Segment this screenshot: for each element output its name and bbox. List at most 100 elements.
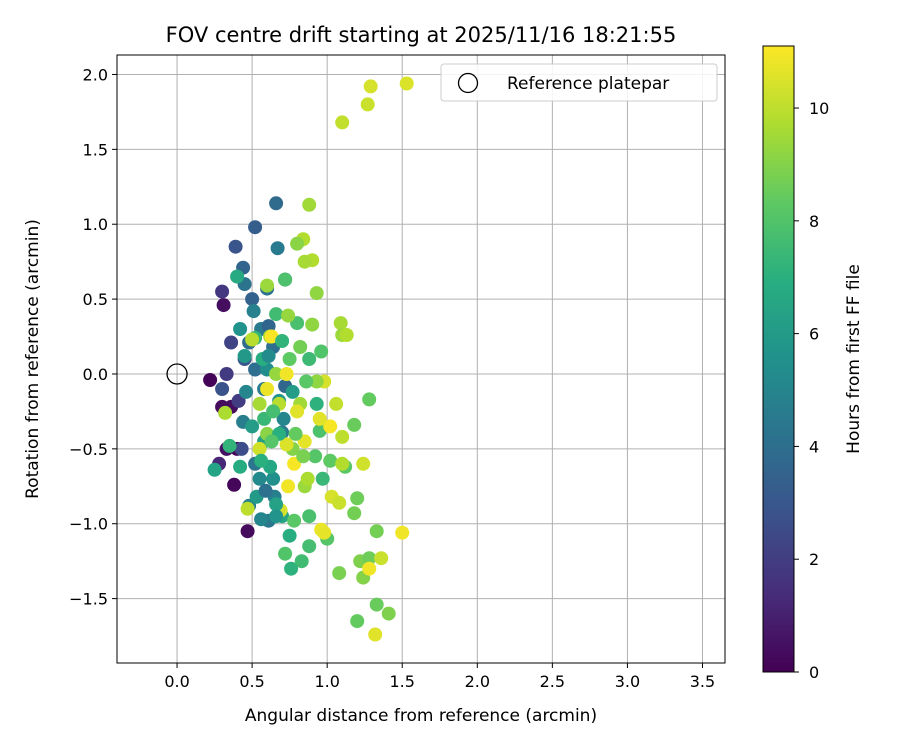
data-point (215, 382, 230, 396)
colorbar-tick-label: 4 (809, 437, 819, 456)
data-point (308, 449, 323, 464)
data-point (246, 304, 261, 319)
data-point (347, 506, 362, 521)
data-point (252, 396, 267, 411)
data-point (269, 367, 284, 381)
data-point (285, 384, 300, 399)
data-point (219, 367, 234, 381)
colorbar-tick-label: 8 (809, 212, 819, 231)
data-point (270, 241, 285, 256)
legend-entry-reference: Reference platepar (507, 74, 669, 94)
colorbar-tick-label: 10 (809, 99, 829, 118)
data-point (335, 456, 350, 471)
data-point (276, 411, 291, 426)
data-point (335, 429, 350, 444)
colorbar-tick-label: 6 (809, 325, 819, 344)
data-point (224, 335, 239, 350)
data-point (362, 561, 377, 576)
data-point (290, 404, 305, 419)
data-point (252, 441, 267, 456)
data-point (279, 367, 294, 381)
colorbar-gradient (762, 45, 795, 673)
data-point (293, 340, 308, 354)
data-point (239, 384, 254, 399)
data-point (248, 362, 263, 377)
x-tick-label: 0.0 (164, 672, 189, 691)
data-point (282, 528, 297, 543)
data-point (240, 524, 255, 539)
chart-title: FOV centre drift starting at 2025/11/16 … (166, 23, 677, 47)
y-axis-label: Rotation from reference (arcmin) (23, 219, 43, 499)
data-point (269, 497, 284, 512)
data-point (233, 459, 248, 474)
data-point (203, 373, 218, 387)
data-point (302, 197, 317, 212)
x-tick-label: 1.5 (390, 672, 415, 691)
y-axis-ticks: −1.5 −1.0 −0.5 0.0 0.5 1.0 1.5 2.0 (69, 65, 117, 609)
data-point (278, 272, 293, 287)
data-point (260, 278, 275, 293)
data-point (254, 512, 269, 527)
data-point (347, 417, 362, 432)
data-point (218, 405, 233, 420)
legend-box (440, 63, 718, 102)
data-point (234, 441, 249, 456)
reference-marker (166, 363, 188, 385)
data-point (269, 509, 284, 524)
data-point (248, 220, 263, 235)
data-point (215, 284, 230, 299)
data-point (329, 396, 344, 411)
colorbar-label: Hours from first FF file (844, 264, 864, 454)
y-tick-label: −0.5 (69, 440, 108, 459)
data-point (302, 539, 317, 554)
data-point (374, 551, 389, 566)
data-point (302, 509, 317, 524)
colorbar-tick-label: 2 (809, 550, 819, 569)
data-point (314, 344, 329, 359)
colorbar-ticks: 0 2 4 6 8 10 (794, 99, 829, 682)
data-point (296, 449, 311, 464)
data-point (252, 471, 267, 486)
reference-platepar-marker (166, 363, 188, 385)
data-point (228, 239, 243, 254)
plot-frame (116, 54, 726, 664)
data-point (350, 491, 365, 506)
data-point (299, 374, 314, 389)
grid (117, 55, 725, 663)
x-tick-label: 0.5 (239, 672, 264, 691)
data-point (350, 614, 365, 629)
data-point (300, 471, 315, 486)
data-point (266, 471, 281, 486)
data-point (261, 349, 276, 363)
y-tick-label: 0.5 (83, 290, 108, 309)
data-point (381, 606, 396, 621)
data-point (230, 269, 245, 284)
data-point (362, 551, 377, 566)
data-point (281, 308, 296, 323)
data-point (339, 328, 354, 342)
legend: Reference platepar (440, 63, 718, 102)
data-point (284, 561, 299, 576)
legend-reference-marker (457, 72, 479, 94)
y-tick-label: 0.0 (83, 365, 108, 384)
data-point (335, 115, 350, 130)
data-point (216, 298, 231, 313)
data-point (305, 317, 320, 332)
data-point (237, 349, 252, 363)
data-point (309, 374, 324, 389)
x-tick-label: 2.5 (540, 672, 565, 691)
data-point (269, 196, 284, 211)
data-point (279, 437, 294, 452)
data-point (264, 329, 279, 344)
data-point (356, 456, 371, 471)
data-point (369, 524, 384, 539)
data-point (233, 322, 248, 336)
data-point (297, 254, 312, 269)
data-point (399, 76, 414, 91)
y-tick-label: 1.5 (83, 140, 108, 159)
data-point (333, 316, 348, 331)
x-tick-label: 1.0 (314, 672, 339, 691)
data-point (363, 79, 378, 94)
y-tick-label: −1.5 (69, 590, 108, 609)
